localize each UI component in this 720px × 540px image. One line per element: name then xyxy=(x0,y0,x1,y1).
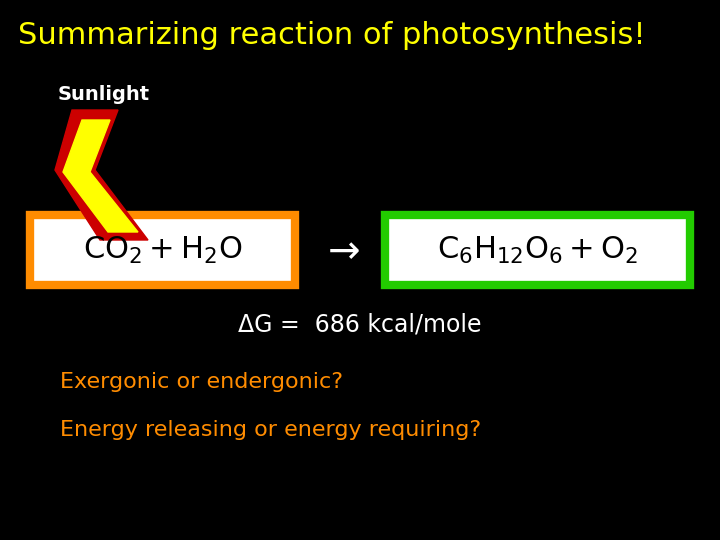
Text: Exergonic or endergonic?: Exergonic or endergonic? xyxy=(60,372,343,392)
Polygon shape xyxy=(63,120,138,232)
Polygon shape xyxy=(55,110,148,240)
Text: $\rightarrow$: $\rightarrow$ xyxy=(320,231,360,269)
FancyBboxPatch shape xyxy=(385,215,690,285)
Text: Sunlight: Sunlight xyxy=(58,85,150,105)
Text: Summarizing reaction of photosynthesis!: Summarizing reaction of photosynthesis! xyxy=(18,21,646,50)
Text: Energy releasing or energy requiring?: Energy releasing or energy requiring? xyxy=(60,420,481,440)
Text: $\mathregular{C_6H_{12}O_6 + O_2}$: $\mathregular{C_6H_{12}O_6 + O_2}$ xyxy=(437,234,638,266)
Text: $\mathregular{CO_2 + H_2O}$: $\mathregular{CO_2 + H_2O}$ xyxy=(83,234,242,266)
Text: ΔG =  686 kcal/mole: ΔG = 686 kcal/mole xyxy=(238,313,482,337)
FancyBboxPatch shape xyxy=(30,215,295,285)
